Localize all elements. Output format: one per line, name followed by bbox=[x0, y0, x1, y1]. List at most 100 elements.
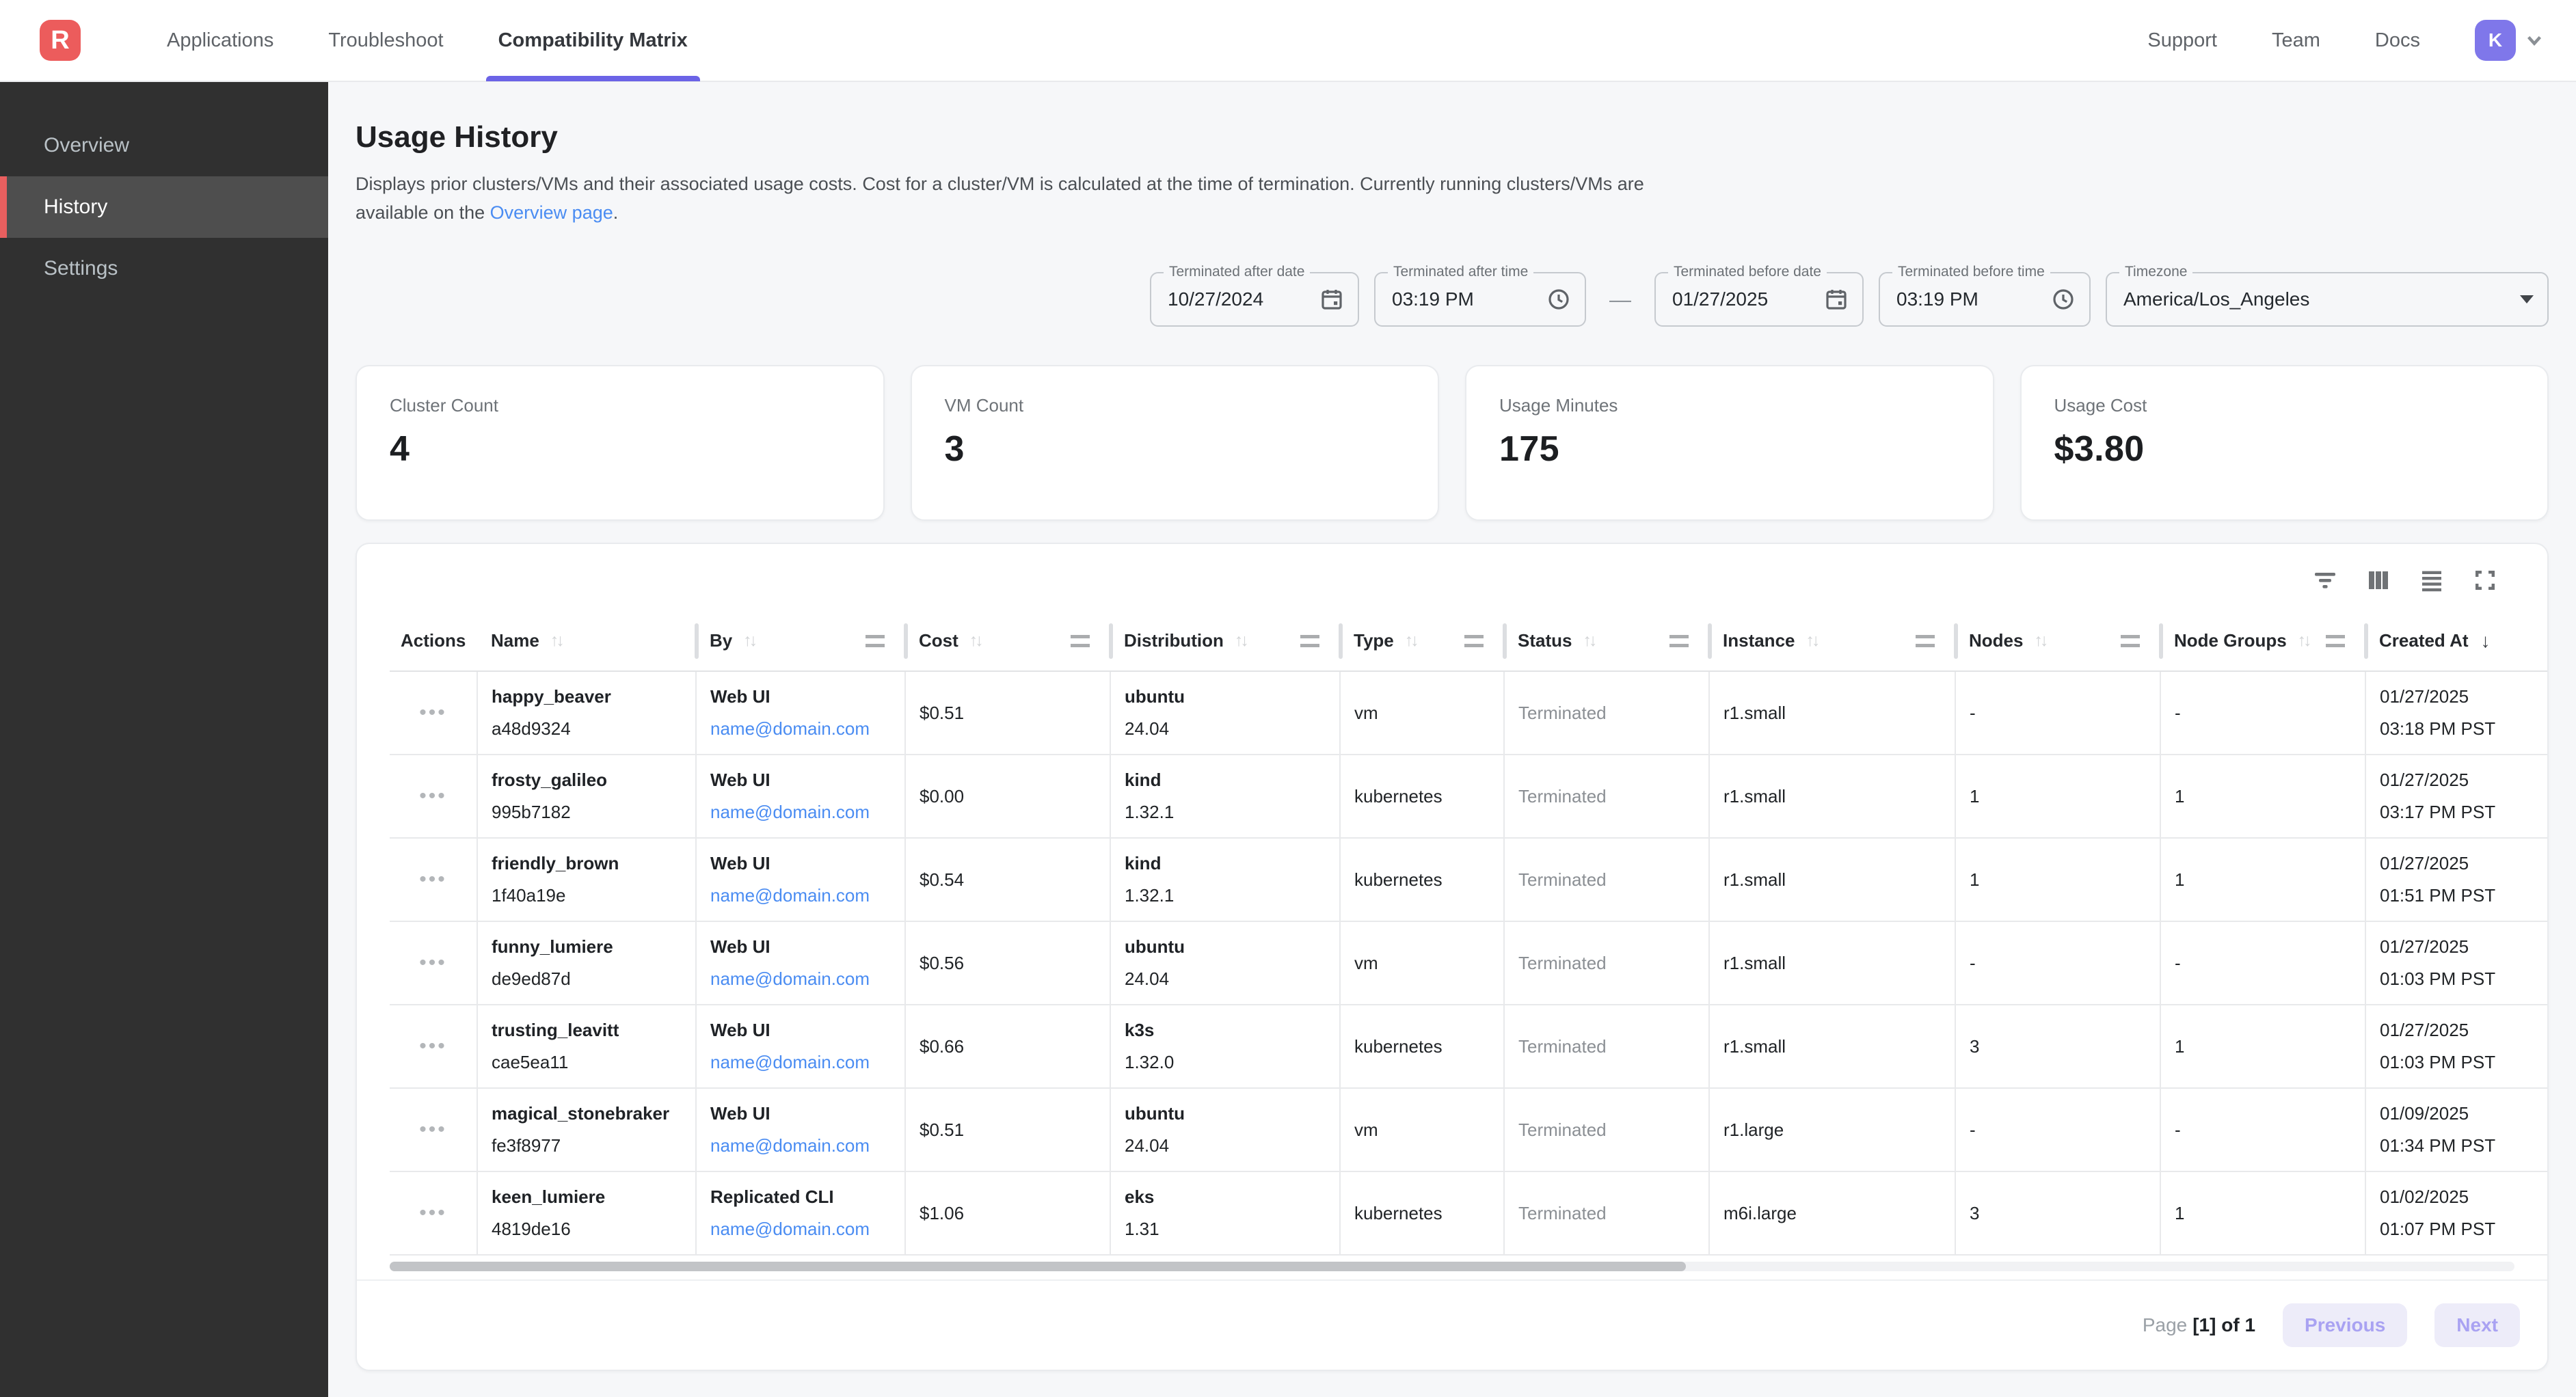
type-value: kubernetes bbox=[1354, 869, 1443, 890]
column-menu-icon[interactable] bbox=[2326, 635, 2345, 647]
created-by-email[interactable]: name@domain.com bbox=[710, 802, 891, 823]
cost-cell: $0.54 bbox=[905, 838, 1110, 921]
node-groups-value: 1 bbox=[2175, 786, 2184, 806]
col-label: Distribution bbox=[1124, 630, 1224, 651]
status-cell: Terminated bbox=[1504, 1005, 1709, 1088]
terminated-before-time-field[interactable]: Terminated before time 03:19 PM bbox=[1879, 272, 2091, 327]
terminated-after-date-value[interactable]: 10/27/2024 bbox=[1168, 288, 1263, 310]
columns-icon[interactable] bbox=[2365, 567, 2391, 593]
sort-icon[interactable] bbox=[1583, 631, 1594, 651]
col-header-type[interactable]: Type bbox=[1340, 611, 1504, 671]
col-header-cost[interactable]: Cost bbox=[905, 611, 1110, 671]
filter-icon[interactable] bbox=[2312, 567, 2338, 593]
sort-icon[interactable] bbox=[1405, 631, 1417, 651]
table-row: friendly_brown1f40a19e Web UIname@domain… bbox=[390, 838, 2549, 921]
created-by-email[interactable]: name@domain.com bbox=[710, 718, 891, 740]
created-by-source: Web UI bbox=[710, 936, 891, 958]
node-groups-value: 1 bbox=[2175, 869, 2184, 890]
created-by-email[interactable]: name@domain.com bbox=[710, 968, 891, 990]
column-menu-icon[interactable] bbox=[1916, 635, 1935, 647]
created-date: 01/27/2025 bbox=[2380, 853, 2535, 874]
row-actions-menu-icon[interactable] bbox=[419, 1202, 447, 1225]
horizontal-scrollbar-thumb[interactable] bbox=[390, 1262, 1686, 1271]
tab-compatibility-matrix[interactable]: Compatibility Matrix bbox=[471, 0, 715, 81]
sidebar-item-overview[interactable]: Overview bbox=[0, 115, 328, 176]
row-actions-menu-icon[interactable] bbox=[419, 868, 447, 891]
page-description: Displays prior clusters/VMs and their as… bbox=[355, 169, 1657, 227]
column-menu-icon[interactable] bbox=[866, 635, 885, 647]
sort-icon[interactable] bbox=[2298, 631, 2309, 651]
row-actions-menu-icon[interactable] bbox=[419, 951, 447, 975]
status-badge: Terminated bbox=[1518, 786, 1607, 806]
terminated-before-date-field[interactable]: Terminated before date 01/27/2025 bbox=[1654, 272, 1864, 327]
sort-icon[interactable] bbox=[2034, 631, 2045, 651]
row-actions-menu-icon[interactable] bbox=[419, 785, 447, 808]
fullscreen-icon[interactable] bbox=[2472, 567, 2498, 593]
replicated-logo[interactable]: R bbox=[40, 20, 81, 61]
sort-icon[interactable] bbox=[1806, 631, 1818, 651]
col-header-status[interactable]: Status bbox=[1504, 611, 1709, 671]
col-header-instance[interactable]: Instance bbox=[1709, 611, 1955, 671]
tab-applications[interactable]: Applications bbox=[139, 0, 301, 81]
column-menu-icon[interactable] bbox=[1464, 635, 1484, 647]
previous-page-button[interactable]: Previous bbox=[2283, 1303, 2407, 1347]
type-cell: kubernetes bbox=[1340, 1005, 1504, 1088]
col-header-by[interactable]: By bbox=[696, 611, 905, 671]
next-page-button[interactable]: Next bbox=[2434, 1303, 2520, 1347]
calendar-icon[interactable] bbox=[1824, 287, 1849, 312]
by-cell: Web UIname@domain.com bbox=[696, 755, 905, 838]
horizontal-scrollbar-track[interactable] bbox=[390, 1262, 2514, 1271]
sidebar-item-history[interactable]: History bbox=[0, 176, 328, 238]
column-menu-icon[interactable] bbox=[2121, 635, 2140, 647]
sort-desc-icon[interactable] bbox=[2481, 630, 2491, 652]
timezone-select[interactable]: Timezone America/Los_Angeles bbox=[2106, 272, 2549, 327]
col-header-nodes[interactable]: Nodes bbox=[1955, 611, 2160, 671]
sort-icon[interactable] bbox=[969, 631, 981, 651]
column-menu-icon[interactable] bbox=[1300, 635, 1319, 647]
terminated-after-time-field[interactable]: Terminated after time 03:19 PM bbox=[1374, 272, 1586, 327]
column-menu-icon[interactable] bbox=[1071, 635, 1090, 647]
nodes-value: - bbox=[1970, 703, 1976, 723]
table-header-row: Actions Name By Cost Distribution Type S… bbox=[390, 611, 2549, 671]
terminated-after-date-field[interactable]: Terminated after date 10/27/2024 bbox=[1150, 272, 1359, 327]
overview-page-link[interactable]: Overview page bbox=[490, 202, 613, 223]
sort-icon[interactable] bbox=[550, 631, 562, 651]
terminated-after-time-value[interactable]: 03:19 PM bbox=[1392, 288, 1474, 310]
tab-troubleshoot[interactable]: Troubleshoot bbox=[301, 0, 470, 81]
status-badge: Terminated bbox=[1518, 869, 1607, 890]
distribution-version: 1.32.1 bbox=[1125, 885, 1326, 906]
col-header-created-at[interactable]: Created At bbox=[2365, 611, 2549, 671]
node-groups-cell: 1 bbox=[2160, 1171, 2365, 1255]
calendar-icon[interactable] bbox=[1319, 287, 1344, 312]
user-menu[interactable]: K bbox=[2475, 20, 2543, 61]
timezone-value[interactable]: America/Los_Angeles bbox=[2123, 288, 2309, 310]
clock-icon[interactable] bbox=[2051, 287, 2076, 312]
status-cell: Terminated bbox=[1504, 1088, 1709, 1171]
row-actions-menu-icon[interactable] bbox=[419, 1035, 447, 1058]
col-header-distribution[interactable]: Distribution bbox=[1110, 611, 1340, 671]
sort-icon[interactable] bbox=[1235, 631, 1246, 651]
by-cell: Replicated CLIname@domain.com bbox=[696, 1171, 905, 1255]
link-docs[interactable]: Docs bbox=[2375, 29, 2420, 52]
density-icon[interactable] bbox=[2419, 567, 2445, 593]
row-actions-menu-icon[interactable] bbox=[419, 1118, 447, 1141]
link-support[interactable]: Support bbox=[2147, 29, 2217, 52]
clock-icon[interactable] bbox=[1546, 287, 1571, 312]
col-header-name[interactable]: Name bbox=[477, 611, 696, 671]
status-badge: Terminated bbox=[1518, 1036, 1607, 1057]
created-by-email[interactable]: name@domain.com bbox=[710, 1052, 891, 1073]
created-by-email[interactable]: name@domain.com bbox=[710, 1219, 891, 1240]
column-menu-icon[interactable] bbox=[1669, 635, 1689, 647]
created-by-email[interactable]: name@domain.com bbox=[710, 1135, 891, 1156]
created-by-email[interactable]: name@domain.com bbox=[710, 885, 891, 906]
sidebar-item-settings[interactable]: Settings bbox=[0, 238, 328, 299]
row-actions-menu-icon[interactable] bbox=[419, 701, 447, 724]
terminated-before-time-value[interactable]: 03:19 PM bbox=[1896, 288, 1978, 310]
sort-icon[interactable] bbox=[743, 631, 755, 651]
cost-cell: $0.66 bbox=[905, 1005, 1110, 1088]
avatar[interactable]: K bbox=[2475, 20, 2516, 61]
col-header-node-groups[interactable]: Node Groups bbox=[2160, 611, 2365, 671]
nodes-cell: - bbox=[1955, 1088, 2160, 1171]
link-team[interactable]: Team bbox=[2272, 29, 2320, 52]
terminated-before-date-value[interactable]: 01/27/2025 bbox=[1672, 288, 1768, 310]
